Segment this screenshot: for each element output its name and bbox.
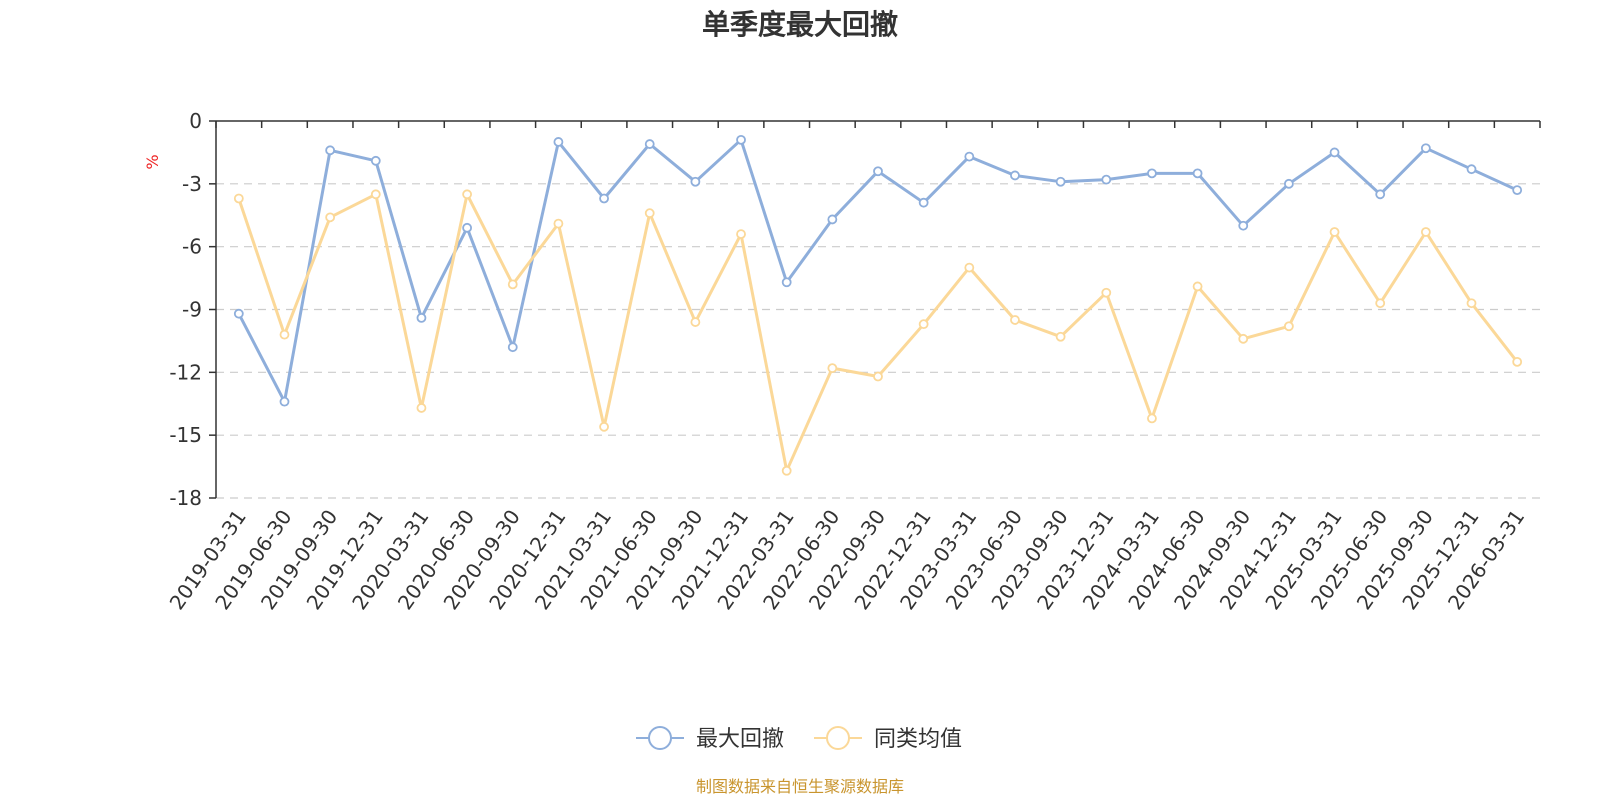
data-point [1010, 315, 1020, 325]
y-tick-label: -9 [182, 298, 202, 322]
data-point [827, 214, 838, 225]
data-point [1101, 287, 1112, 298]
grid-lines [216, 183, 1540, 499]
y-tick-label: 0 [189, 109, 202, 133]
data-point [644, 208, 655, 219]
data-point [1238, 220, 1249, 231]
data-point [1101, 174, 1112, 185]
data-point [507, 342, 518, 353]
data-point [1283, 321, 1294, 332]
data-point [781, 277, 792, 288]
data-point [644, 139, 655, 149]
data-point [827, 363, 838, 374]
legend-item[interactable]: 同类均值 [814, 726, 962, 752]
data-point [873, 371, 883, 382]
data-point [599, 193, 609, 204]
series-line [237, 192, 1519, 473]
data-point [918, 319, 929, 330]
data-point [1466, 164, 1477, 175]
y-tick-label: -12 [169, 360, 202, 384]
data-point [1238, 333, 1249, 344]
data-point [1512, 185, 1523, 196]
data-point [370, 189, 381, 200]
data-point [279, 329, 290, 340]
data-point [233, 193, 244, 204]
data-point [690, 317, 701, 327]
data-point [462, 189, 473, 200]
data-point [918, 197, 929, 208]
data-point [736, 134, 746, 145]
data-point [325, 212, 336, 223]
data-point [553, 218, 564, 229]
data-point [416, 403, 427, 413]
data-point [1329, 227, 1340, 237]
data-point [1192, 168, 1203, 179]
y-tick-label: -18 [169, 486, 202, 510]
data-point [370, 155, 381, 166]
y-tick-label: -3 [182, 172, 202, 196]
data-point [781, 465, 792, 476]
data-point [690, 176, 701, 187]
legend[interactable]: 最大回撤 同类均值 [636, 726, 962, 752]
data-point [1010, 170, 1020, 181]
data-point [1147, 168, 1157, 179]
legend-item[interactable]: 最大回撤 [636, 726, 784, 752]
legend-marker [826, 726, 850, 750]
data-point [1192, 281, 1203, 292]
legend-label: 最大回撤 [696, 727, 784, 752]
chart-title: 单季度最大回撤 [702, 8, 898, 41]
legend-label: 同类均值 [874, 727, 962, 752]
data-point [1329, 147, 1340, 158]
data-point [1375, 189, 1386, 200]
data-point [553, 137, 564, 147]
data-point [873, 166, 883, 177]
y-tick-label: -6 [182, 235, 202, 259]
data-point [1375, 298, 1386, 309]
data-point [1147, 413, 1157, 424]
data-point [233, 308, 244, 319]
data-point [964, 151, 975, 162]
data-point [1055, 176, 1066, 187]
data-point [599, 421, 609, 432]
axes: 0-3-6-9-12-15-182019-03-312019-06-302019… [165, 109, 1541, 614]
data-point [279, 396, 290, 407]
data-point [416, 312, 427, 323]
data-point [736, 229, 746, 240]
data-point [507, 279, 518, 290]
data-point [1283, 178, 1294, 189]
source-note: 制图数据来自恒生聚源数据库 [696, 777, 904, 796]
data-point [1512, 356, 1523, 367]
data-point [1420, 227, 1431, 237]
data-point [964, 262, 975, 273]
y-tick-label: -15 [169, 423, 202, 447]
data-point [1466, 298, 1477, 309]
series-lines [233, 134, 1523, 476]
data-point [1420, 143, 1431, 154]
data-point [1055, 331, 1066, 342]
legend-marker [648, 726, 672, 750]
data-point [325, 145, 336, 156]
y-axis-unit: % [143, 154, 162, 169]
data-point [462, 222, 473, 233]
